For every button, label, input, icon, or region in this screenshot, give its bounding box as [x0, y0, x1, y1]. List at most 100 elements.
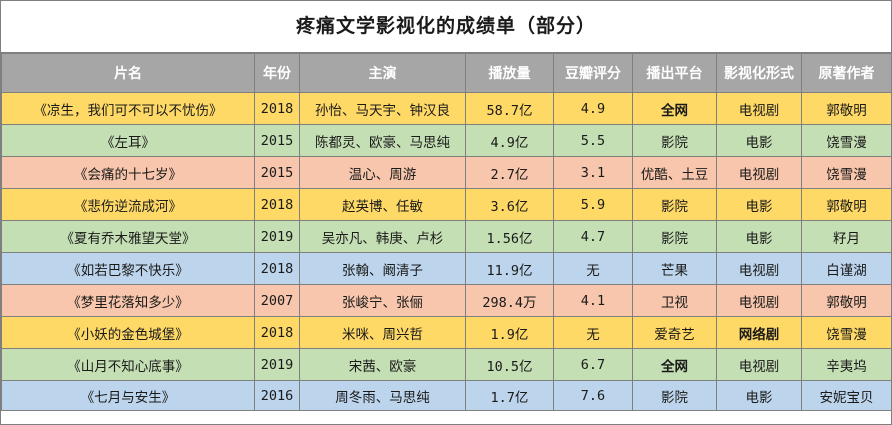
cell-form[interactable]: 电影	[716, 188, 802, 221]
column-header-score[interactable]: 豆瓣评分	[553, 53, 633, 93]
cell-views[interactable]: 2.7亿	[465, 156, 554, 189]
cell-platform[interactable]: 影院	[632, 380, 717, 411]
cell-cast[interactable]: 赵英博、任敏	[299, 188, 466, 221]
cell-score[interactable]: 无	[553, 252, 633, 285]
table-row: 《小妖的金色城堡》 2018 米咪、周兴哲 1.9亿 无 爱奇艺 网络剧 饶雪漫	[1, 316, 892, 349]
cell-views[interactable]: 58.7亿	[465, 92, 554, 125]
cell-title[interactable]: 《悲伤逆流成河》	[1, 188, 255, 221]
cell-form[interactable]: 电影	[716, 380, 802, 411]
cell-title[interactable]: 《如若巴黎不快乐》	[1, 252, 255, 285]
cell-year[interactable]: 2018	[254, 252, 300, 285]
cell-year[interactable]: 2015	[254, 124, 300, 157]
table-title: 疼痛文学影视化的成绩单（部分）	[1, 1, 891, 53]
cell-cast[interactable]: 孙怡、马天宇、钟汉良	[299, 92, 466, 125]
cell-form[interactable]: 网络剧	[716, 316, 802, 349]
cell-platform[interactable]: 全网	[632, 92, 717, 125]
cell-cast[interactable]: 张峻宁、张俪	[299, 284, 466, 317]
cell-cast[interactable]: 温心、周游	[299, 156, 466, 189]
cell-score[interactable]: 3.1	[553, 156, 633, 189]
table-row: 《如若巴黎不快乐》 2018 张翰、阚清子 11.9亿 无 芒果 电视剧 白谨湖	[1, 252, 892, 285]
cell-cast[interactable]: 陈都灵、欧豪、马思纯	[299, 124, 466, 157]
cell-title[interactable]: 《凉生，我们可不可以不忧伤》	[1, 92, 255, 125]
column-header-title[interactable]: 片名	[1, 53, 255, 93]
table-row: 《夏有乔木雅望天堂》 2019 吴亦凡、韩庚、卢杉 1.56亿 4.7 影院 电…	[1, 220, 892, 253]
cell-views[interactable]: 298.4万	[465, 284, 554, 317]
column-header-form[interactable]: 影视化形式	[716, 53, 802, 93]
cell-form[interactable]: 电视剧	[716, 252, 802, 285]
cell-platform[interactable]: 影院	[632, 124, 717, 157]
cell-platform[interactable]: 芒果	[632, 252, 717, 285]
cell-year[interactable]: 2019	[254, 348, 300, 381]
cell-views[interactable]: 3.6亿	[465, 188, 554, 221]
cell-score[interactable]: 4.1	[553, 284, 633, 317]
cell-views[interactable]: 10.5亿	[465, 348, 554, 381]
cell-score[interactable]: 4.7	[553, 220, 633, 253]
column-header-views[interactable]: 播放量	[465, 53, 554, 93]
cell-score[interactable]: 5.5	[553, 124, 633, 157]
cell-score[interactable]: 5.9	[553, 188, 633, 221]
cell-form[interactable]: 电视剧	[716, 156, 802, 189]
table-row: 《悲伤逆流成河》 2018 赵英博、任敏 3.6亿 5.9 影院 电影 郭敬明	[1, 188, 892, 221]
cell-title[interactable]: 《七月与安生》	[1, 380, 255, 411]
cell-form[interactable]: 电影	[716, 124, 802, 157]
cell-platform[interactable]: 影院	[632, 188, 717, 221]
cell-author[interactable]: 辛夷坞	[801, 348, 892, 381]
cell-author[interactable]: 籽月	[801, 220, 892, 253]
cell-author[interactable]: 饶雪漫	[801, 316, 892, 349]
cell-form[interactable]: 电视剧	[716, 92, 802, 125]
cell-views[interactable]: 4.9亿	[465, 124, 554, 157]
cell-year[interactable]: 2015	[254, 156, 300, 189]
cell-platform[interactable]: 全网	[632, 348, 717, 381]
data-table: 片名 年份 主演 播放量 豆瓣评分 播出平台 影视化形式 原著作者 《凉生，我们…	[1, 53, 892, 411]
cell-title[interactable]: 《小妖的金色城堡》	[1, 316, 255, 349]
cell-title[interactable]: 《夏有乔木雅望天堂》	[1, 220, 255, 253]
cell-views[interactable]: 11.9亿	[465, 252, 554, 285]
table-row: 《左耳》 2015 陈都灵、欧豪、马思纯 4.9亿 5.5 影院 电影 饶雪漫	[1, 124, 892, 157]
cell-cast[interactable]: 米咪、周兴哲	[299, 316, 466, 349]
cell-views[interactable]: 1.56亿	[465, 220, 554, 253]
cell-year[interactable]: 2018	[254, 92, 300, 125]
cell-year[interactable]: 2019	[254, 220, 300, 253]
cell-views[interactable]: 1.7亿	[465, 380, 554, 411]
cell-author[interactable]: 饶雪漫	[801, 124, 892, 157]
header-row: 片名 年份 主演 播放量 豆瓣评分 播出平台 影视化形式 原著作者	[1, 53, 892, 93]
cell-form[interactable]: 电视剧	[716, 284, 802, 317]
cell-year[interactable]: 2018	[254, 188, 300, 221]
cell-author[interactable]: 白谨湖	[801, 252, 892, 285]
cell-views[interactable]: 1.9亿	[465, 316, 554, 349]
cell-year[interactable]: 2007	[254, 284, 300, 317]
cell-author[interactable]: 郭敬明	[801, 284, 892, 317]
cell-title[interactable]: 《梦里花落知多少》	[1, 284, 255, 317]
table-row: 《梦里花落知多少》 2007 张峻宁、张俪 298.4万 4.1 卫视 电视剧 …	[1, 284, 892, 317]
cell-cast[interactable]: 吴亦凡、韩庚、卢杉	[299, 220, 466, 253]
cell-platform[interactable]: 影院	[632, 220, 717, 253]
cell-title[interactable]: 《会痛的十七岁》	[1, 156, 255, 189]
column-header-platform[interactable]: 播出平台	[632, 53, 717, 93]
cell-author[interactable]: 郭敬明	[801, 188, 892, 221]
table-row: 《凉生，我们可不可以不忧伤》 2018 孙怡、马天宇、钟汉良 58.7亿 4.9…	[1, 92, 892, 125]
cell-cast[interactable]: 张翰、阚清子	[299, 252, 466, 285]
cell-author[interactable]: 饶雪漫	[801, 156, 892, 189]
cell-platform[interactable]: 优酷、土豆	[632, 156, 717, 189]
cell-title[interactable]: 《左耳》	[1, 124, 255, 157]
cell-author[interactable]: 郭敬明	[801, 92, 892, 125]
cell-form[interactable]: 电视剧	[716, 348, 802, 381]
column-header-cast[interactable]: 主演	[299, 53, 466, 93]
cell-score[interactable]: 无	[553, 316, 633, 349]
column-header-year[interactable]: 年份	[254, 53, 300, 93]
cell-cast[interactable]: 周冬雨、马思纯	[299, 380, 466, 411]
cell-score[interactable]: 4.9	[553, 92, 633, 125]
column-header-author[interactable]: 原著作者	[801, 53, 892, 93]
cell-score[interactable]: 6.7	[553, 348, 633, 381]
cell-score[interactable]: 7.6	[553, 380, 633, 411]
cell-platform[interactable]: 卫视	[632, 284, 717, 317]
cell-cast[interactable]: 宋茜、欧豪	[299, 348, 466, 381]
cell-year[interactable]: 2016	[254, 380, 300, 411]
table-body: 《凉生，我们可不可以不忧伤》 2018 孙怡、马天宇、钟汉良 58.7亿 4.9…	[1, 92, 892, 411]
cell-form[interactable]: 电影	[716, 220, 802, 253]
cell-author[interactable]: 安妮宝贝	[801, 380, 892, 411]
cell-title[interactable]: 《山月不知心底事》	[1, 348, 255, 381]
cell-year[interactable]: 2018	[254, 316, 300, 349]
cell-platform[interactable]: 爱奇艺	[632, 316, 717, 349]
